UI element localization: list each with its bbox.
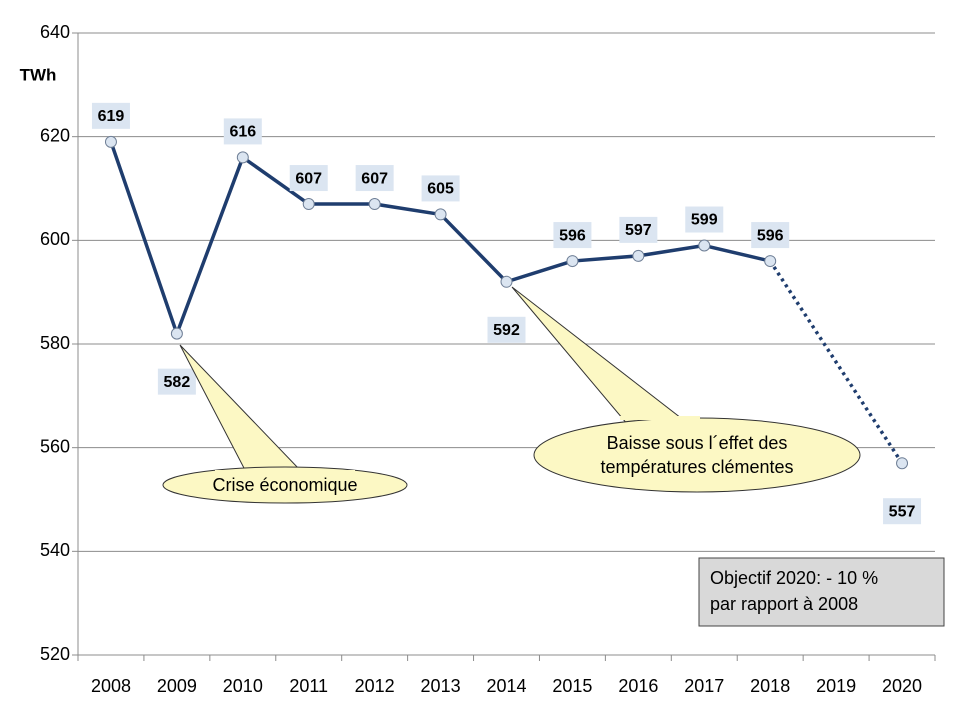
data-label: 596 xyxy=(559,227,586,244)
data-label-box xyxy=(91,102,130,129)
data-label: 557 xyxy=(889,503,916,520)
y-tick-label: 520 xyxy=(40,644,70,664)
callout-text: Crise économique xyxy=(212,475,357,495)
point xyxy=(236,151,249,164)
data-label: 599 xyxy=(691,212,718,229)
data-label-box xyxy=(883,498,922,525)
point xyxy=(170,327,183,340)
x-tick-label: 2014 xyxy=(486,676,526,696)
data-label: 582 xyxy=(164,374,191,391)
callout-text: Baisse sous l´effet des xyxy=(607,433,788,453)
callout: Baisse sous l´effet des températures clé… xyxy=(511,286,861,493)
x-tick-label: 2019 xyxy=(816,676,856,696)
data-label-box xyxy=(223,118,262,145)
point xyxy=(368,198,381,211)
point xyxy=(566,255,579,268)
data-label: 619 xyxy=(98,108,125,125)
data-label-box xyxy=(487,316,526,343)
y-tick-label: 580 xyxy=(40,333,70,353)
callout: Crise économique xyxy=(162,344,408,504)
y-tick-label: 560 xyxy=(40,436,70,456)
data-label: 616 xyxy=(229,124,256,141)
point xyxy=(104,135,117,148)
point xyxy=(632,249,645,262)
x-tick-label: 2010 xyxy=(223,676,263,696)
x-tick-label: 2020 xyxy=(882,676,922,696)
x-tick-label: 2009 xyxy=(157,676,197,696)
note-text: par rapport à 2008 xyxy=(710,594,858,614)
y-tick-label: 640 xyxy=(40,22,70,42)
data-label: 592 xyxy=(493,322,520,339)
data-label-box xyxy=(421,175,460,202)
x-tick-label: 2015 xyxy=(552,676,592,696)
data-label: 607 xyxy=(295,170,322,187)
data-label: 596 xyxy=(757,227,784,244)
data-label: 597 xyxy=(625,222,652,239)
x-tick-label: 2013 xyxy=(421,676,461,696)
data-label-box xyxy=(751,222,790,249)
plot-area: 520 540 560 580 600 620 640 2008 2009 2010 2011 201… xyxy=(40,22,936,696)
data-label-box xyxy=(619,216,658,243)
data-label-box xyxy=(355,165,394,192)
point xyxy=(698,239,711,252)
data-label: 605 xyxy=(427,181,454,198)
data-line xyxy=(109,141,771,336)
callout-text: températures clémentes xyxy=(600,457,793,477)
point xyxy=(302,198,315,211)
data-label-box xyxy=(553,222,592,249)
data-label-box xyxy=(685,206,724,233)
projection-line xyxy=(768,260,904,465)
data-label-box xyxy=(157,368,196,395)
x-tick-label: 2016 xyxy=(618,676,658,696)
x-tick-label: 2017 xyxy=(684,676,724,696)
x-tick-label: 2018 xyxy=(750,676,790,696)
point xyxy=(434,208,447,221)
x-tick-label: 2011 xyxy=(289,676,328,696)
y-tick-label: 600 xyxy=(40,229,70,249)
y-tick-label: 620 xyxy=(40,125,70,145)
x-tick-label: 2008 xyxy=(91,676,131,696)
y-axis-label: TWh xyxy=(20,65,57,84)
data-label: 607 xyxy=(361,170,388,187)
note-text: Objectif 2020: - 10 % xyxy=(710,568,878,588)
point xyxy=(896,457,909,470)
data-label-box xyxy=(289,165,328,192)
y-tick-label: 540 xyxy=(40,540,70,560)
note-box: Objectif 2020: - 10 % par rapport à 2008 xyxy=(698,557,945,627)
point xyxy=(500,275,513,288)
point xyxy=(764,255,777,268)
x-tick-label: 2012 xyxy=(355,676,395,696)
